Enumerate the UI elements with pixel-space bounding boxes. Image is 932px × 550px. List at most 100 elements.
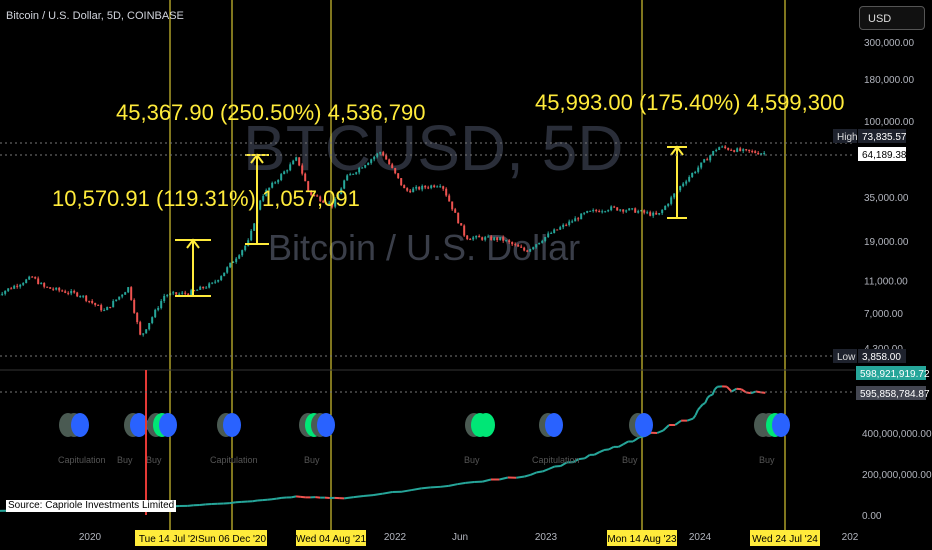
candle-body (295, 157, 298, 161)
indicator-axis[interactable]: 400,000,000.00 200,000,000.00 0.00 598,921,… (856, 366, 932, 522)
candle-body (70, 290, 73, 294)
candle-body (211, 282, 214, 284)
candle-body (583, 212, 586, 214)
time-tick-label: 2020 (79, 532, 102, 543)
candle-body (259, 200, 262, 210)
candle-body (721, 146, 724, 148)
currency-button[interactable]: USD (859, 6, 925, 30)
price-tick-label: 19,000.00 (864, 237, 909, 248)
indicator-tick-label: 400,000,000.00 (862, 429, 932, 440)
candle-body (313, 194, 316, 196)
candle-body (223, 272, 226, 277)
time-highlight-bg (296, 530, 366, 546)
price-tick-label: 35,000.00 (864, 193, 909, 204)
candle-body (25, 279, 28, 284)
candle-body (604, 211, 607, 213)
candle-body (253, 223, 256, 231)
candle-body (142, 333, 145, 335)
signal-label: Capitulation (210, 455, 258, 465)
price-tick-label: 11,000.00 (864, 276, 908, 287)
candle-body (439, 186, 442, 188)
candle-body (97, 304, 100, 306)
indicator-segment (608, 445, 615, 451)
candle-body (340, 188, 343, 195)
candle-body (397, 173, 400, 179)
indicator-segment (291, 495, 297, 499)
indicator-segment (344, 496, 354, 500)
signal-circle (545, 413, 563, 437)
candle-body (394, 168, 397, 174)
candle-body (754, 151, 757, 153)
candle-body (562, 224, 565, 228)
candle-body (607, 210, 610, 212)
low-label-bg (833, 349, 857, 363)
candle-body (166, 295, 169, 297)
candle-body (100, 305, 103, 311)
candle-body (190, 290, 193, 296)
price-axis[interactable]: 300,000.00 180,000.00 100,000.00 35,000.00 1… (833, 0, 932, 550)
candle-body (382, 152, 385, 156)
signal-label: Capitulation (58, 455, 106, 465)
candle-body (526, 250, 529, 252)
signal-label: Buy (464, 455, 480, 465)
candle-body (472, 237, 475, 240)
candle-body (484, 237, 487, 240)
indicator-segment (692, 414, 697, 420)
indicator-segment (430, 485, 441, 489)
candle-body (187, 293, 190, 296)
candle-body (505, 240, 508, 242)
candle-body (532, 247, 535, 250)
candle-body (559, 227, 562, 230)
candle-body (28, 276, 31, 280)
candle-body (508, 240, 511, 243)
candle-body (109, 306, 112, 308)
candle-body (292, 160, 295, 165)
candle-body (241, 250, 244, 256)
indicator-value-gray-bg (856, 386, 926, 400)
signal-label: Buy (146, 455, 162, 465)
candle-body (199, 286, 202, 290)
indicator-tick-label: 200,000,000.00 (862, 470, 932, 481)
candle-body (592, 210, 595, 212)
indicator-segment (524, 473, 531, 478)
low-label: Low (837, 352, 856, 363)
indicator-segment (271, 497, 277, 501)
candle-body (742, 149, 745, 151)
candle-body (46, 286, 49, 288)
candle-body (547, 233, 550, 238)
candle-body (37, 278, 40, 285)
time-highlight-label: Sun 06 Dec '20 (198, 534, 267, 545)
candle-body (367, 162, 370, 166)
time-axis[interactable]: 2020 2022 Jun 2023 2024 202 Tue 14 Jul '20Sun … (79, 530, 859, 546)
candle-body (370, 159, 373, 163)
candle-body (121, 294, 124, 297)
candle-body (433, 185, 436, 188)
time-highlight-bg (135, 530, 205, 546)
candle-body (658, 213, 661, 215)
annotation-1: 45,367.90 (250.50%) 4,536,790 (116, 100, 425, 125)
candle-body (82, 295, 85, 297)
candle-body (700, 162, 703, 168)
candle-body (361, 167, 364, 169)
indicator-segment (554, 464, 561, 468)
indicator-segment (530, 471, 538, 476)
indicator-segment (401, 489, 412, 493)
candle-body (679, 186, 682, 191)
candle-body (706, 159, 709, 161)
candle-body (640, 210, 643, 212)
candle-body (337, 194, 340, 200)
candle-body (19, 284, 22, 287)
candle-body (475, 235, 478, 238)
candle-body (103, 310, 106, 312)
indicator-tick-label: 0.00 (862, 511, 882, 522)
candle-body (610, 206, 613, 211)
candle-body (715, 149, 718, 151)
indicator-segment (598, 449, 605, 454)
price-series (0, 145, 766, 337)
current-price-value-bg (858, 147, 906, 161)
candle-body (622, 209, 625, 212)
signal-label: Buy (117, 455, 133, 465)
candle-body (463, 225, 466, 236)
candle-body (646, 212, 649, 214)
